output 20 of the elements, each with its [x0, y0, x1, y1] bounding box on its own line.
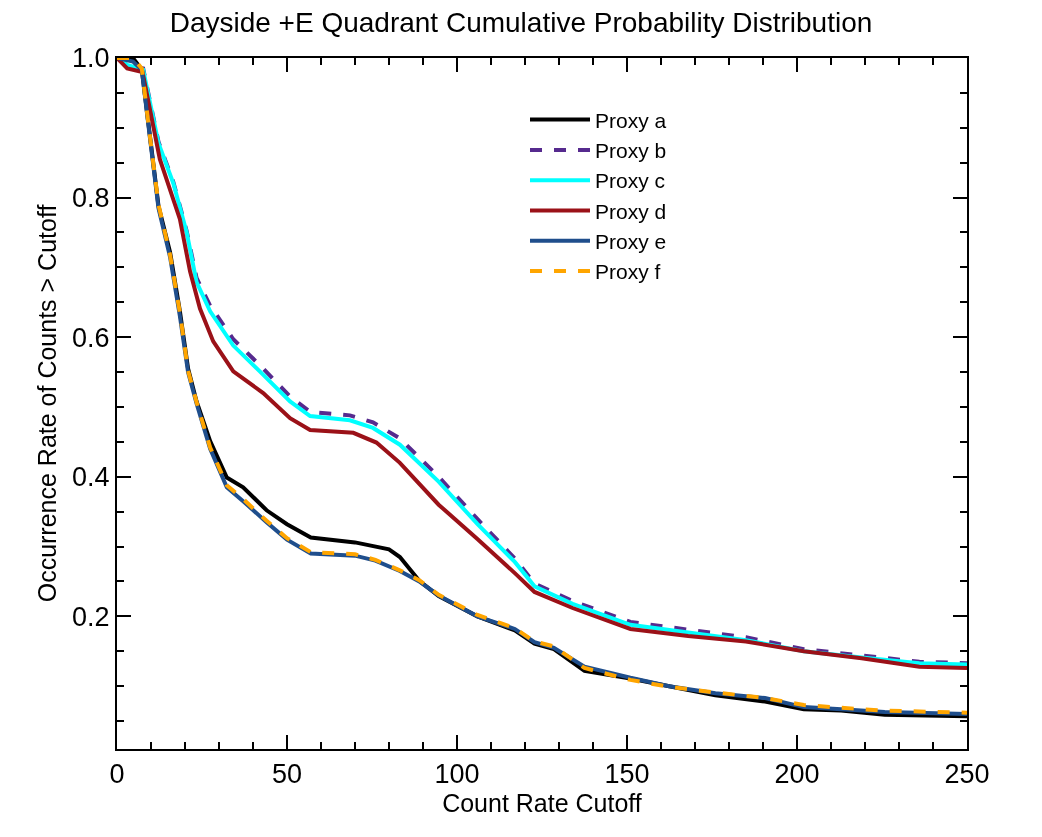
- legend-label: Proxy a: [595, 108, 667, 132]
- y-tick-label: 0.2: [72, 601, 110, 632]
- x-tick-label: 100: [434, 759, 480, 790]
- legend-label: Proxy b: [595, 139, 667, 163]
- y-tick-label: 1.0: [72, 43, 110, 74]
- chart-title: Dayside +E Quadrant Cumulative Probability Distribution: [169, 7, 873, 39]
- x-axis-title: Count Rate Cutoff: [442, 789, 642, 818]
- legend-label: Proxy e: [595, 230, 667, 253]
- legend-label: Proxy d: [595, 199, 667, 223]
- x-tick-label: 250: [944, 759, 990, 790]
- y-tick-label: 0.8: [72, 183, 110, 214]
- y-axis-title: Occurrence Rate of Counts > Cutoff: [33, 204, 62, 603]
- x-tick-label: 150: [604, 759, 650, 790]
- y-tick-label: 0.4: [72, 462, 110, 493]
- x-tick-label: 50: [271, 759, 303, 790]
- x-tick-label: 200: [774, 759, 820, 790]
- legend-label: Proxy c: [595, 169, 666, 193]
- legend-label: Proxy f: [595, 260, 661, 284]
- y-tick-label: 0.6: [72, 322, 110, 353]
- x-tick-label: 0: [109, 759, 125, 790]
